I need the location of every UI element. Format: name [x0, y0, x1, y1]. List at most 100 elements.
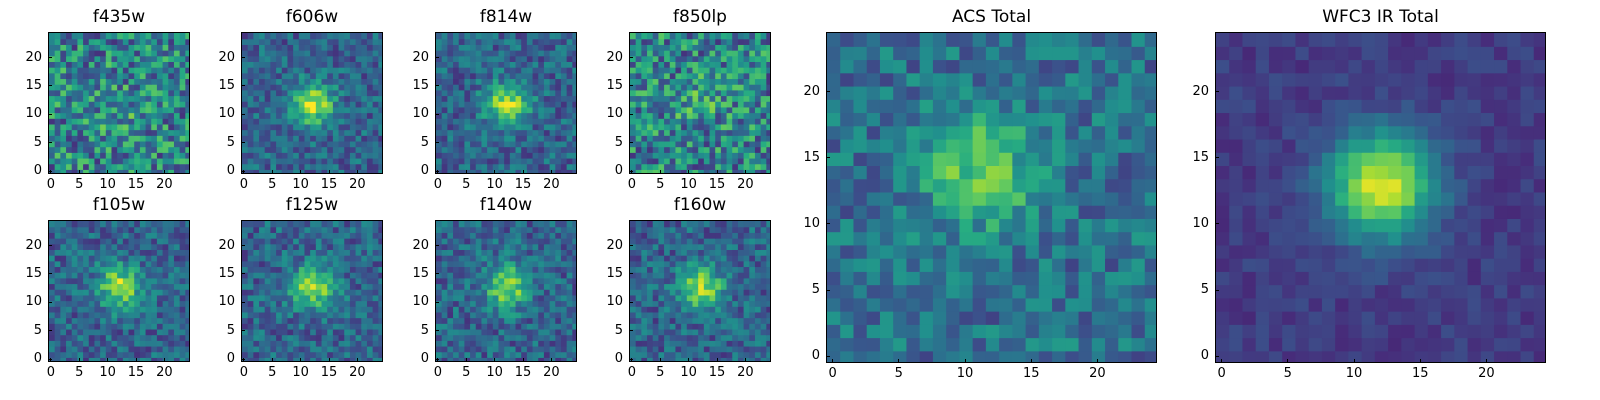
heatmap-cell — [630, 152, 637, 159]
heatmap-cell — [315, 140, 323, 148]
heatmap-cell — [526, 146, 534, 153]
heatmap-cell — [999, 191, 1013, 206]
heatmap-cell — [168, 328, 175, 336]
heatmap-cell — [498, 163, 505, 170]
heatmap-cell — [270, 226, 277, 233]
heatmap-cell — [669, 101, 677, 108]
heatmap-cell — [436, 101, 443, 108]
heatmap-cell — [436, 112, 443, 119]
heatmap-cell — [946, 231, 960, 246]
heatmap-cell — [54, 106, 61, 114]
heatmap-cell — [173, 334, 181, 341]
heatmap-cell — [737, 129, 745, 136]
heatmap-cell — [259, 38, 266, 45]
heatmap-cell — [71, 238, 78, 245]
heatmap-cell — [247, 61, 254, 68]
heatmap-cell — [932, 324, 947, 339]
heatmap-cell — [378, 118, 382, 125]
heatmap-cell — [49, 260, 56, 268]
heatmap-cell — [1012, 178, 1027, 193]
heatmap-cell — [664, 55, 671, 62]
heatmap-cell — [946, 218, 960, 233]
heatmap-cell — [66, 277, 73, 285]
heatmap-cell — [754, 152, 762, 159]
heatmap-cell — [361, 55, 368, 62]
heatmap-cell — [173, 50, 181, 57]
heatmap-cell — [338, 101, 345, 108]
heatmap-cell — [498, 118, 505, 125]
heatmap-cell — [139, 95, 147, 102]
x-tick-mark — [1030, 359, 1032, 363]
heatmap-cell — [139, 50, 147, 57]
heatmap-cell — [749, 89, 756, 97]
heatmap-cell — [549, 55, 556, 62]
heatmap-cell — [447, 289, 454, 296]
heatmap-cell — [866, 33, 881, 47]
heatmap-cell — [652, 33, 659, 40]
heatmap-cell — [1012, 99, 1027, 114]
heatmap-cell — [366, 260, 374, 268]
heatmap-cell — [315, 226, 323, 233]
heatmap-cell — [49, 334, 56, 341]
heatmap-cell — [310, 345, 317, 353]
heatmap-cell — [242, 67, 249, 74]
heatmap-cell — [145, 106, 152, 114]
heatmap-cell — [253, 351, 260, 358]
heatmap-cell — [281, 300, 289, 307]
heatmap-cell — [453, 78, 460, 85]
heatmap-cell — [185, 50, 189, 57]
heatmap-cell — [276, 95, 283, 102]
heatmap-cell — [372, 89, 379, 97]
heatmap-cell — [338, 118, 345, 125]
heatmap-cell — [179, 118, 186, 125]
heatmap-cell — [315, 89, 323, 97]
heatmap-cell — [675, 61, 682, 68]
heatmap-cell — [117, 152, 124, 159]
heatmap-cell — [134, 266, 141, 273]
heatmap-cell — [372, 84, 379, 91]
heatmap-cell — [698, 129, 705, 136]
heatmap-cell — [344, 323, 351, 330]
heatmap-cell — [538, 277, 545, 285]
heatmap-cell — [715, 84, 722, 91]
heatmap-cell — [105, 283, 113, 290]
heatmap-cell — [242, 140, 249, 148]
heatmap-cell — [122, 249, 130, 256]
heatmap-cell — [287, 294, 294, 302]
heatmap-cell — [105, 146, 113, 153]
heatmap-cell — [999, 337, 1013, 352]
heatmap-cell — [293, 317, 300, 324]
heatmap-cell — [117, 163, 124, 170]
heatmap-cell — [315, 311, 323, 319]
heatmap-cell — [698, 50, 705, 57]
heatmap-cell — [361, 289, 368, 296]
heatmap-cell — [111, 157, 118, 165]
heatmap-cell — [515, 118, 522, 125]
heatmap-cell — [162, 300, 169, 307]
heatmap-cell — [487, 317, 494, 324]
heatmap-cell — [538, 328, 545, 336]
heatmap-cell — [270, 249, 277, 256]
heatmap-cell — [549, 33, 556, 40]
heatmap-cell — [151, 238, 158, 245]
heatmap-cell — [853, 297, 868, 312]
heatmap-cell — [94, 89, 101, 97]
heatmap-cell — [959, 125, 974, 140]
heatmap-cell — [60, 118, 67, 125]
heatmap-cell — [686, 84, 694, 91]
heatmap-cell — [932, 125, 947, 140]
heatmap-cell — [77, 38, 84, 45]
heatmap-cell — [515, 340, 522, 347]
heatmap-cell — [344, 129, 351, 136]
heatmap-cell — [310, 243, 317, 250]
heatmap-cell — [509, 306, 517, 313]
heatmap-cell — [134, 334, 141, 341]
heatmap-cell — [156, 135, 164, 142]
heatmap-cell — [122, 351, 130, 358]
heatmap-cell — [749, 163, 756, 170]
heatmap-cell — [355, 163, 362, 170]
heatmap-cell — [458, 118, 465, 125]
heatmap-cell — [827, 33, 841, 47]
y-tick-mark — [629, 142, 633, 144]
heatmap-cell — [49, 129, 56, 136]
